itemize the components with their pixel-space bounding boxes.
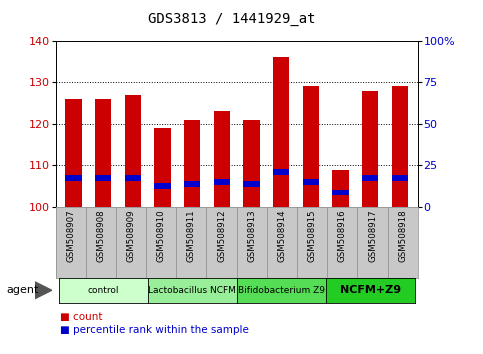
Bar [392, 175, 408, 181]
Bar [184, 181, 200, 187]
Bar [303, 179, 319, 185]
Bar [213, 179, 230, 185]
Bar [95, 175, 111, 181]
Text: GSM508915: GSM508915 [308, 209, 317, 262]
Bar [154, 128, 170, 207]
Text: Bifidobacterium Z9: Bifidobacterium Z9 [238, 286, 325, 295]
Text: GSM508912: GSM508912 [217, 209, 226, 262]
Text: GSM508909: GSM508909 [127, 209, 136, 262]
Bar [65, 99, 82, 207]
Text: ■ percentile rank within the sample: ■ percentile rank within the sample [60, 325, 249, 335]
Bar [243, 120, 260, 207]
Bar [392, 86, 408, 207]
Text: GDS3813 / 1441929_at: GDS3813 / 1441929_at [148, 12, 315, 27]
Text: GSM508913: GSM508913 [247, 209, 256, 262]
Bar [154, 183, 170, 189]
Bar [213, 112, 230, 207]
Text: GSM508908: GSM508908 [96, 209, 105, 262]
Bar [332, 190, 349, 195]
Text: agent: agent [6, 285, 39, 295]
Text: control: control [87, 286, 119, 295]
Text: NCFM+Z9: NCFM+Z9 [340, 285, 401, 295]
Bar [362, 175, 379, 181]
Text: ■ count: ■ count [60, 312, 103, 321]
Polygon shape [35, 282, 52, 299]
Bar [362, 91, 379, 207]
Bar [125, 175, 141, 181]
Text: GSM508910: GSM508910 [156, 209, 166, 262]
Text: Lactobacillus NCFM: Lactobacillus NCFM [148, 286, 236, 295]
Bar [184, 120, 200, 207]
Bar [273, 57, 289, 207]
Bar [243, 181, 260, 187]
Text: GSM508917: GSM508917 [368, 209, 377, 262]
Bar [95, 99, 111, 207]
Bar [125, 95, 141, 207]
Text: GSM508918: GSM508918 [398, 209, 407, 262]
Bar [303, 86, 319, 207]
Text: GSM508914: GSM508914 [277, 209, 286, 262]
Text: GSM508907: GSM508907 [66, 209, 75, 262]
Text: GSM508916: GSM508916 [338, 209, 347, 262]
Bar [65, 175, 82, 181]
Text: GSM508911: GSM508911 [187, 209, 196, 262]
Bar [273, 169, 289, 175]
Bar [332, 170, 349, 207]
